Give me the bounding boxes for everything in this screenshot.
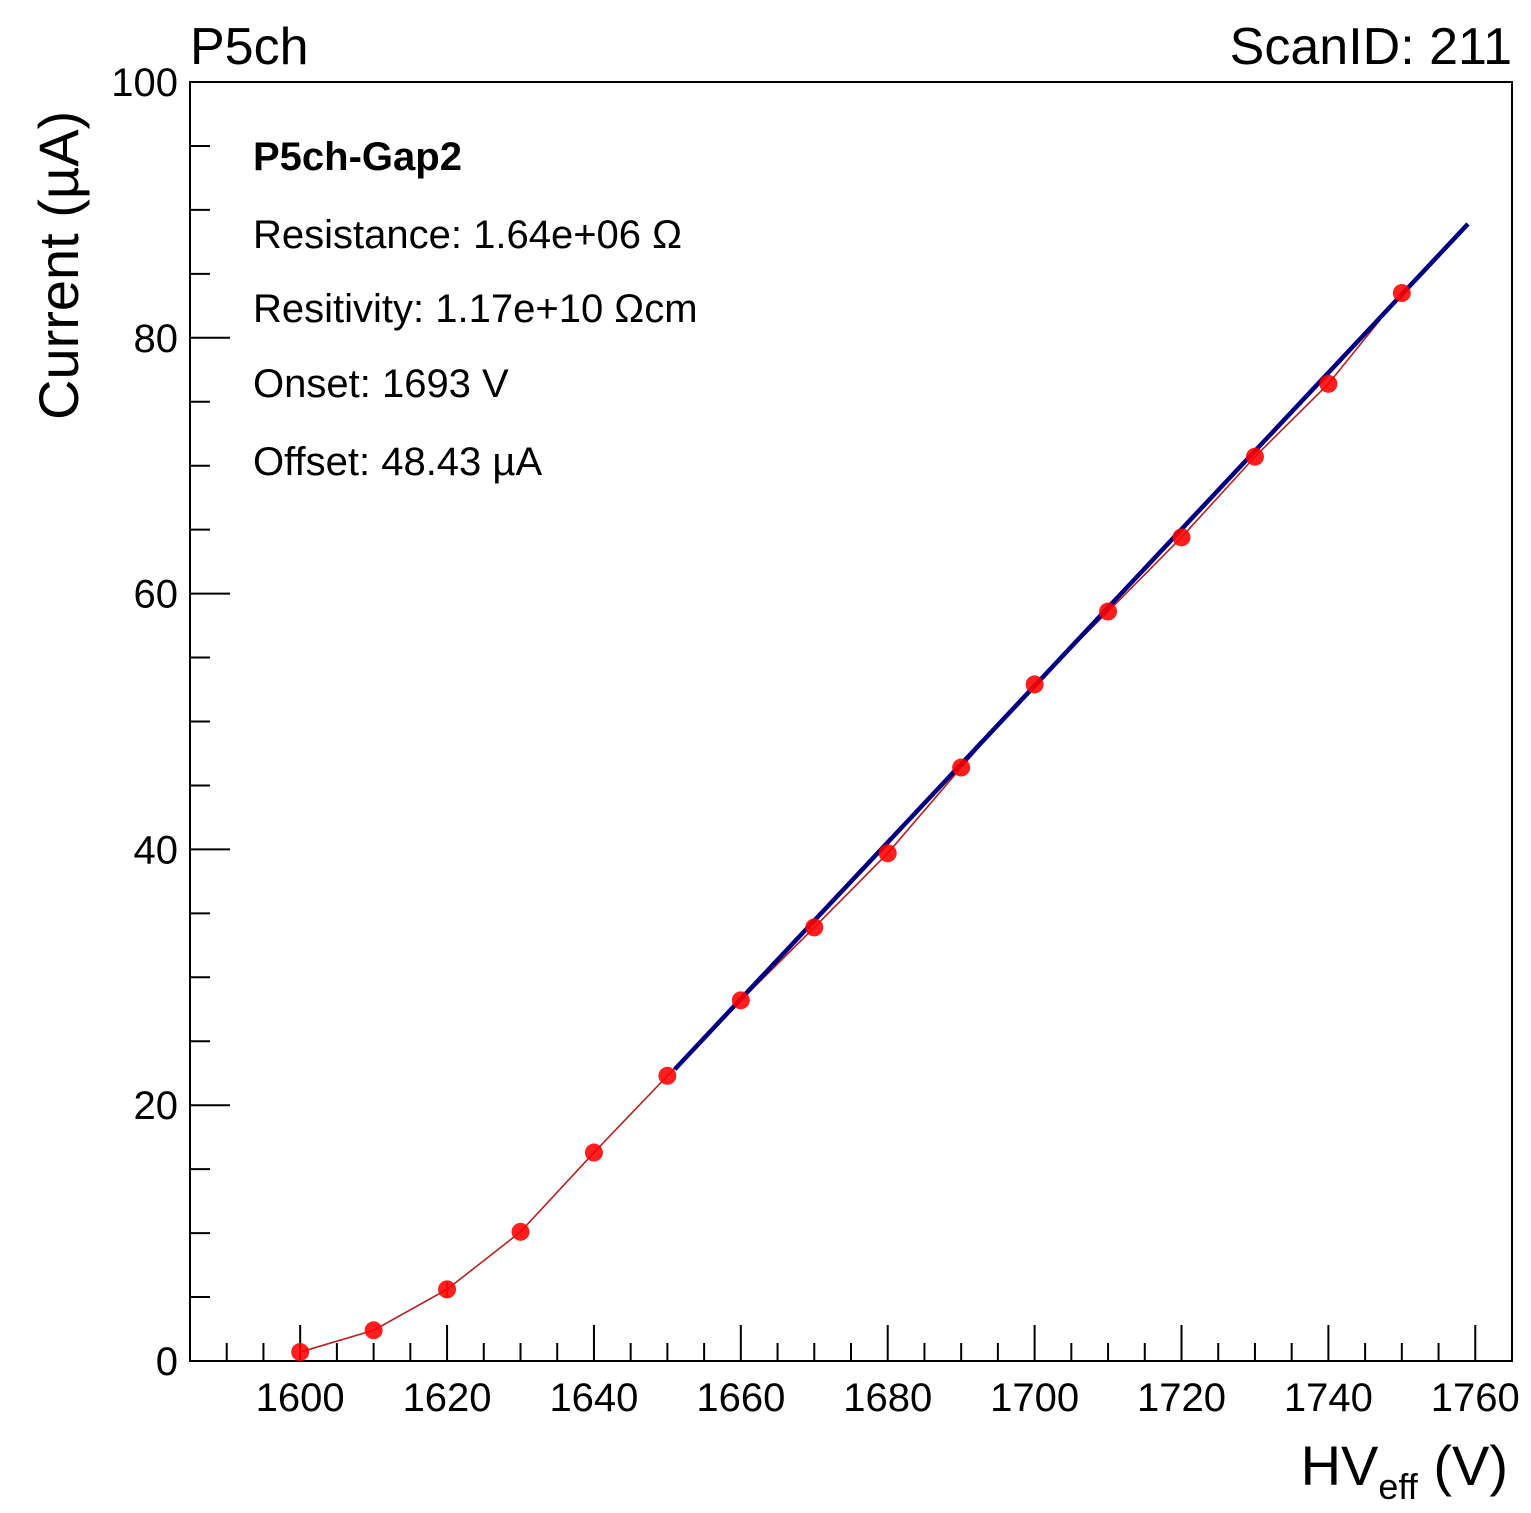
y-tick-label: 80 — [134, 317, 179, 361]
stats-resistivity: Resitivity: 1.17e+10 Ωcm — [253, 287, 698, 331]
data-point — [511, 1222, 530, 1241]
data-point — [1245, 447, 1264, 466]
data-point — [952, 758, 971, 777]
stats-title: P5ch-Gap2 — [253, 135, 462, 179]
y-tick-label: 20 — [134, 1084, 179, 1128]
x-tick-label: 1720 — [1137, 1376, 1226, 1420]
data-points — [291, 284, 1411, 1362]
data-point — [878, 844, 897, 863]
y-axis-ticks — [190, 81, 230, 1362]
y-tick-label: 0 — [156, 1340, 178, 1384]
y-tick-label: 60 — [134, 573, 179, 617]
measurement-connector-line — [299, 292, 1403, 1353]
stats-onset: Onset: 1693 V — [253, 362, 509, 406]
x-tick-label: 1600 — [256, 1376, 345, 1420]
pad-label: P5ch — [190, 18, 309, 76]
y-tick-label: 100 — [111, 61, 178, 105]
y-axis-tick-labels: 0 20 40 60 80 100 — [111, 61, 178, 1384]
plot-frame — [189, 81, 1513, 1362]
y-axis-title: Current (µA) — [27, 111, 90, 420]
x-axis-title: HVeff (V) — [1301, 1434, 1508, 1507]
data-point — [364, 1321, 383, 1340]
data-point — [291, 1343, 310, 1362]
x-tick-label: 1620 — [403, 1376, 492, 1420]
data-point — [731, 991, 750, 1010]
y-tick-label: 40 — [134, 828, 179, 872]
x-axis-title-main: HV — [1301, 1434, 1379, 1497]
data-point — [1319, 374, 1338, 393]
fit-line — [673, 222, 1470, 1071]
data-point — [438, 1280, 457, 1299]
stats-resistance: Resistance: 1.64e+06 Ω — [253, 213, 682, 257]
data-point — [1099, 602, 1118, 621]
data-point — [658, 1066, 677, 1085]
x-tick-label: 1640 — [549, 1376, 638, 1420]
data-point — [1172, 528, 1191, 547]
data-point — [1392, 284, 1411, 303]
x-axis-title-subscript: eff — [1378, 1466, 1418, 1507]
x-tick-label: 1700 — [990, 1376, 1079, 1420]
x-tick-label: 1760 — [1431, 1376, 1520, 1420]
stats-offset: Offset: 48.43 µA — [253, 440, 542, 484]
data-point — [1025, 675, 1044, 694]
x-axis-tick-labels: 1600 1620 1640 1660 1680 1700 1720 1740 1760 — [256, 1376, 1520, 1420]
x-tick-label: 1680 — [843, 1376, 932, 1420]
scan-id-label: ScanID: 211 — [1230, 18, 1512, 76]
data-point — [584, 1143, 603, 1162]
data-point — [805, 918, 824, 937]
x-axis-ticks — [225, 1325, 1477, 1361]
x-axis-title-unit: (V) — [1418, 1434, 1508, 1497]
x-tick-label: 1740 — [1284, 1376, 1373, 1420]
x-tick-label: 1660 — [696, 1376, 785, 1420]
